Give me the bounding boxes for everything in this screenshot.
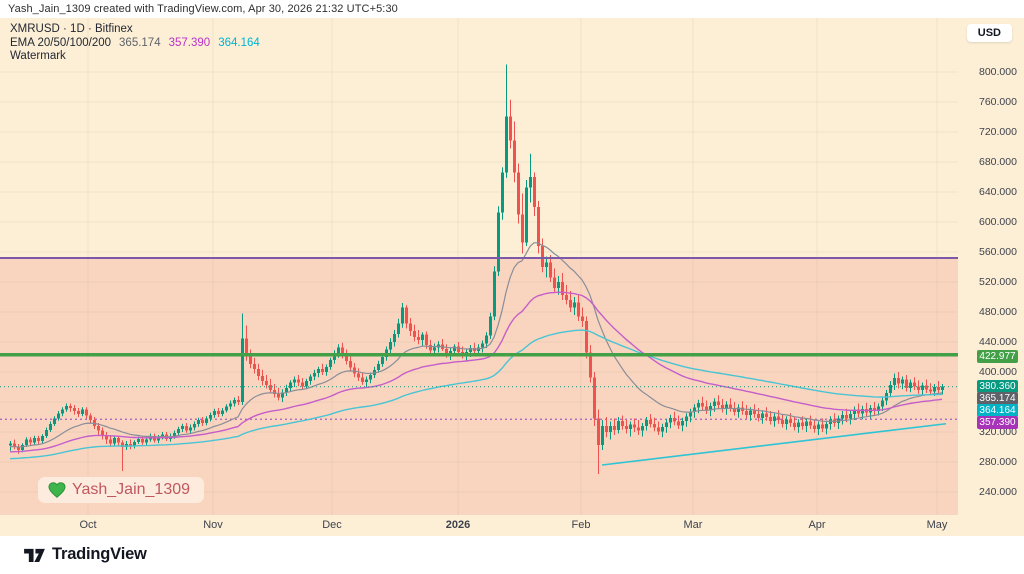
attribution-bar: Yash_Jain_1309 created with TradingView.… [0, 0, 1024, 18]
price-tick-label: 640.000 [979, 186, 1017, 198]
footer: TradingView [0, 536, 1024, 574]
time-axis-label-mar: Mar [683, 519, 703, 531]
ema-50-line [9, 291, 943, 453]
highlight-band [0, 258, 958, 515]
time-axis-label-oct: Oct [79, 519, 97, 531]
watermark-indicator-label: Watermark [10, 50, 66, 62]
price-tick-label: 600.000 [979, 216, 1017, 228]
tradingview-brand-text: TradingView [52, 545, 147, 563]
price-tick-label: 520.000 [979, 276, 1017, 288]
watermark-text: Yash_Jain_1309 [72, 481, 191, 498]
watermark-badge: Yash_Jain_1309 [38, 477, 205, 503]
ema-20-line [9, 242, 943, 448]
ema-100-line [9, 329, 943, 460]
price-badge: 380.360 [977, 379, 1018, 393]
price-tick-label: 280.000 [979, 456, 1017, 468]
ema20-value: 365.174 [119, 36, 161, 49]
price-tick-label: 480.000 [979, 306, 1017, 318]
price-tick-label: 560.000 [979, 246, 1017, 258]
price-badge: 357.390 [977, 415, 1018, 429]
time-axis-label-nov: Nov [203, 519, 223, 531]
time-axis-label-may: May [926, 519, 948, 531]
price-tick-label: 720.000 [979, 126, 1017, 138]
ema100-value: 364.164 [218, 36, 260, 49]
price-tick-label: 240.000 [979, 486, 1017, 498]
price-tick-label: 680.000 [979, 156, 1017, 168]
symbol-title: XMRUSD · 1D · Bitfinex [10, 23, 133, 35]
price-badge: 365.174 [977, 391, 1018, 405]
trendline[interactable] [601, 422, 947, 466]
price-badge: 422.977 [977, 349, 1018, 363]
currency-toggle-button[interactable]: USD [966, 24, 1012, 42]
price-tick-label: 440.000 [979, 336, 1017, 348]
indicator-label: EMA 20/50/100/200 [10, 36, 112, 49]
time-axis-label-dec: Dec [322, 519, 342, 531]
price-tick-label: 400.000 [979, 366, 1017, 378]
time-axis-label-apr: Apr [808, 519, 826, 531]
chart-legend: XMRUSD · 1D · Bitfinex EMA 20/50/100/200… [10, 23, 260, 64]
green-heart-icon [48, 482, 66, 498]
tradingview-logo-icon [24, 546, 45, 563]
tradingview-logo[interactable]: TradingView [24, 545, 147, 564]
time-axis[interactable]: Oct Nov Dec 2026 Feb Mar Apr May [0, 515, 958, 536]
price-tick-label: 320.000 [979, 426, 1017, 438]
chart-area: XMRUSD · 1D · Bitfinex EMA 20/50/100/200… [0, 18, 1024, 536]
indicator-row: EMA 20/50/100/200 365.174 357.390 364.164 [10, 37, 260, 51]
price-tick-label: 760.000 [979, 96, 1017, 108]
attribution-text: Yash_Jain_1309 created with TradingView.… [8, 3, 398, 15]
time-axis-label-2026: 2026 [445, 519, 471, 531]
ema50-value: 357.390 [168, 36, 211, 49]
price-badge: 364.164 [977, 403, 1018, 417]
price-tick-label: 800.000 [979, 66, 1017, 78]
price-axis[interactable]: 800.000 760.000 720.000 680.000 640.000 600.0… [958, 18, 1024, 515]
price-chart-canvas[interactable] [0, 18, 958, 515]
time-axis-label-feb: Feb [571, 519, 591, 531]
